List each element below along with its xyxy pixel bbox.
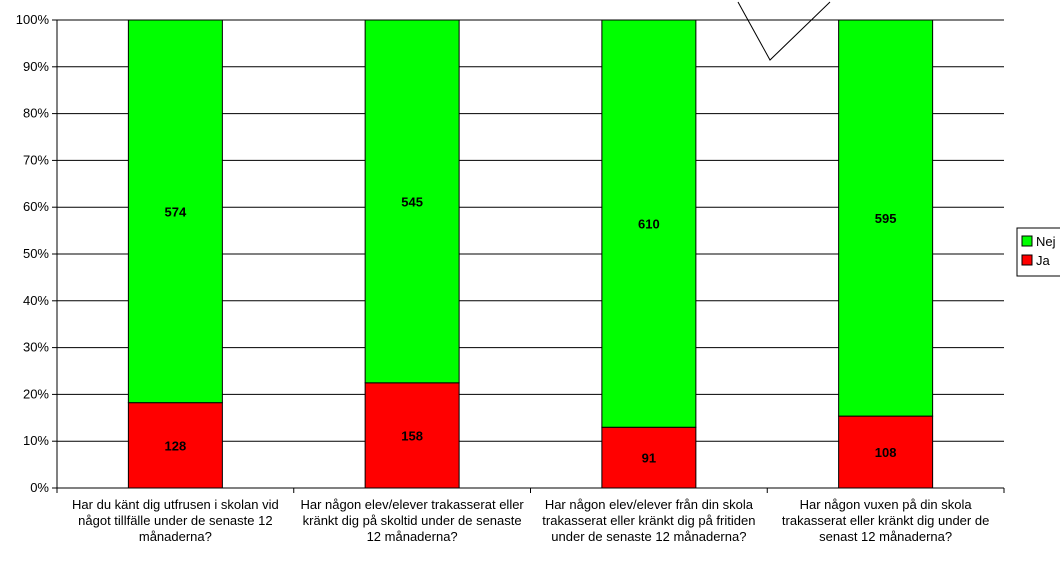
bar-segment-nej	[364, 19, 460, 384]
y-tick-label: 10%	[23, 433, 49, 448]
x-category-label: Har någon elev/elever trakasserat eller …	[300, 497, 524, 544]
y-tick-label: 40%	[23, 293, 49, 308]
legend: Nej Ja	[1016, 227, 1060, 277]
bar-segment-nej	[601, 19, 697, 428]
bar-segment-ja	[601, 426, 697, 489]
bar-segment-nej	[127, 19, 223, 404]
data-label: 574	[165, 204, 187, 219]
bar-segment-ja	[364, 382, 460, 489]
y-tick-label: 80%	[23, 106, 49, 121]
y-tick-label: 30%	[23, 340, 49, 355]
bar-segment-ja	[838, 415, 934, 489]
y-tick-label: 60%	[23, 199, 49, 214]
y-tick-label: 70%	[23, 152, 49, 167]
bars	[127, 19, 934, 489]
legend-swatch-nej	[1021, 235, 1033, 247]
data-labels: 128 574 158 545 91 610 108 595	[165, 194, 897, 465]
data-label: 595	[875, 211, 897, 226]
y-tick-label: 50%	[23, 246, 49, 261]
data-label: 545	[401, 194, 423, 209]
y-tick-label: 0%	[30, 480, 49, 495]
legend-swatch-ja	[1021, 254, 1033, 266]
data-label: 128	[165, 438, 187, 453]
data-label: 610	[638, 217, 660, 232]
callout-pointer	[737, 1, 831, 61]
y-tick-label: 20%	[23, 386, 49, 401]
y-tick-label: 90%	[23, 59, 49, 74]
x-category-label: Har någon elev/elever från din skola tra…	[542, 497, 756, 544]
legend-label-nej: Nej	[1036, 234, 1056, 249]
data-label: 158	[401, 428, 423, 443]
x-category-label: Har du känt dig utfrusen i skolan vid nå…	[72, 497, 279, 544]
x-category-label: Har någon vuxen på din skola trakasserat…	[781, 497, 990, 544]
bar-segment-ja	[127, 402, 223, 489]
y-tick-label: 100%	[16, 12, 50, 27]
bar-segment-nej	[838, 19, 934, 417]
data-label: 91	[642, 451, 656, 466]
legend-label-ja: Ja	[1036, 253, 1051, 268]
y-axis: 0% 10% 20% 30% 40% 50% 60% 70% 80% 90% 100%	[16, 12, 1005, 495]
callout-shape	[737, 1, 831, 61]
data-label: 108	[875, 445, 897, 460]
